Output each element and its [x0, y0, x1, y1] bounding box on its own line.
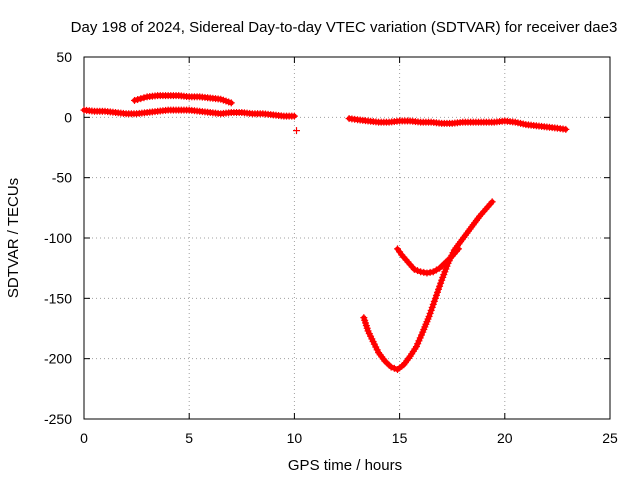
y-tick-label: -250 [44, 411, 72, 427]
data-point [431, 294, 439, 302]
y-tick-label: -200 [44, 351, 72, 367]
x-tick-label: 15 [392, 430, 408, 446]
y-tick-label: -50 [52, 170, 72, 186]
data-point [290, 112, 298, 120]
series-arc-deep-dip [360, 199, 495, 374]
data-point [130, 96, 138, 104]
y-tick-label: 0 [64, 109, 72, 125]
series-arc-afternoon [345, 115, 569, 133]
data-point [420, 268, 428, 276]
data-point [428, 303, 436, 311]
y-tick-label: 50 [56, 49, 72, 65]
tick-layer: 0 5 10 15 20 25 -250 -200 -150 -100 -50 0 50 [44, 49, 618, 446]
data-point [455, 245, 463, 253]
x-tick-label: 20 [497, 430, 513, 446]
data-point [227, 99, 235, 107]
data-point-isolated-point [293, 127, 301, 135]
series-arc-morning-lower [80, 106, 297, 120]
x-tick-label: 25 [602, 430, 618, 446]
data-point [435, 285, 443, 293]
marks-layer [80, 92, 570, 374]
series-arc-morning-upper [130, 92, 234, 106]
data-point [137, 95, 145, 103]
series-arc-small-dip [393, 245, 461, 277]
data-point [413, 267, 421, 275]
x-tick-label: 5 [185, 430, 193, 446]
data-point [387, 363, 395, 371]
data-point [140, 94, 148, 102]
data-point [436, 282, 444, 290]
x-axis-label: GPS time / hours [288, 457, 402, 474]
data-point [433, 288, 441, 296]
data-point [426, 268, 434, 276]
data-point [417, 268, 425, 276]
data-point [134, 96, 142, 104]
y-tick-label: -150 [44, 290, 72, 306]
x-tick-label: 0 [80, 430, 88, 446]
data-point [488, 198, 496, 206]
data-point [426, 309, 434, 317]
data-point [432, 291, 440, 299]
data-point [423, 269, 431, 277]
x-tick-label: 10 [287, 430, 303, 446]
data-point [562, 125, 570, 133]
data-point [429, 300, 437, 308]
data-point [425, 312, 433, 320]
chart-title: Day 198 of 2024, Sidereal Day-to-day VTE… [71, 19, 618, 36]
data-point [437, 279, 445, 287]
y-axis-label: SDTVAR / TECUs [5, 178, 22, 298]
data-point [410, 265, 418, 273]
data-point [427, 306, 435, 314]
data-point [430, 297, 438, 305]
y-tick-label: -100 [44, 230, 72, 246]
